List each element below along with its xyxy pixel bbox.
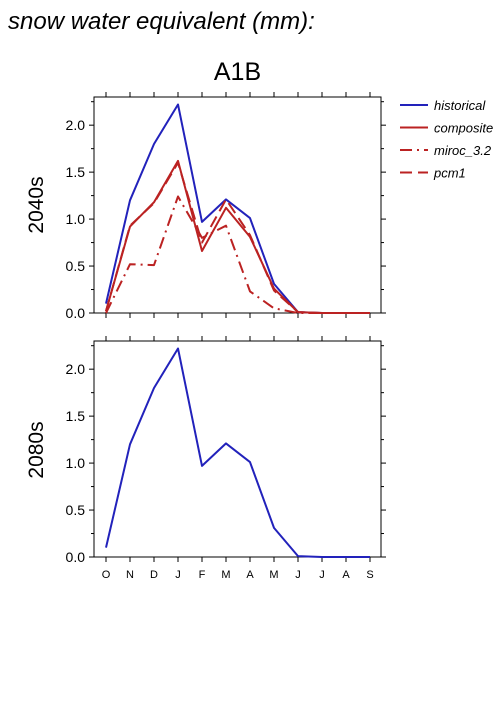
y-tick-label: 0.0	[66, 549, 86, 565]
x-tick-label: A	[342, 569, 350, 581]
panel-title: A1B	[214, 58, 261, 86]
legend-label: miroc_3.2	[434, 143, 492, 158]
series-line-historical	[105, 103, 370, 314]
x-tick-label: M	[269, 569, 278, 581]
legend-label: pcm1	[433, 166, 466, 181]
legend-item: pcm1	[400, 166, 466, 181]
legend-label: composite	[434, 121, 493, 136]
y-tick-label: 1.0	[66, 455, 86, 471]
x-tick-label: D	[150, 569, 158, 581]
plot-frame	[93, 96, 382, 314]
legend: historical composite miroc_3.2 pcm1	[400, 98, 493, 181]
panel-1: 0.0 0.5 1.0 1.5 2.0	[66, 92, 386, 321]
x-tick-label: N	[126, 569, 134, 581]
y-tick-label: 2.0	[66, 117, 86, 133]
panel-2: 0.0 0.5 1.0 1.5 2.0 O N D J F M A M J J A S	[66, 336, 386, 581]
x-tick-label: J	[319, 569, 325, 581]
panels: 0.0 0.5 1.0 1.5 2.0 0.0 0.5 1.0 1.5 2.0 O N D J F M A M J J…	[66, 92, 386, 581]
y-tick-label: 0.5	[66, 502, 86, 518]
y-tick-label: 2.0	[66, 361, 86, 377]
series-line-historical	[105, 347, 370, 558]
x-tick-label: J	[295, 569, 301, 581]
legend-item: composite	[400, 121, 493, 136]
series-line-composite	[105, 159, 370, 314]
y-tick-label: 1.5	[66, 164, 86, 180]
panel2-ylabel: 2080s	[25, 421, 48, 478]
y-tick-label: 1.0	[66, 211, 86, 227]
x-tick-label: S	[366, 569, 373, 581]
figure-title: snow water equivalent (mm):	[8, 8, 315, 35]
x-tick-label: F	[199, 569, 206, 581]
plot-frame	[93, 340, 382, 558]
legend-item: miroc_3.2	[400, 143, 492, 158]
legend-item: historical	[400, 98, 486, 113]
series-line-pcm1	[105, 161, 370, 314]
x-tick-label: M	[221, 569, 230, 581]
legend-label: historical	[434, 98, 486, 113]
x-tick-label: A	[246, 569, 254, 581]
panel1-ylabel: 2040s	[25, 176, 48, 233]
x-tick-label: J	[175, 569, 181, 581]
y-tick-label: 0.0	[66, 305, 86, 321]
y-tick-label: 1.5	[66, 408, 86, 424]
y-tick-label: 0.5	[66, 258, 86, 274]
x-tick-label: O	[102, 569, 111, 581]
series-line-miroc-3-2	[105, 195, 370, 314]
